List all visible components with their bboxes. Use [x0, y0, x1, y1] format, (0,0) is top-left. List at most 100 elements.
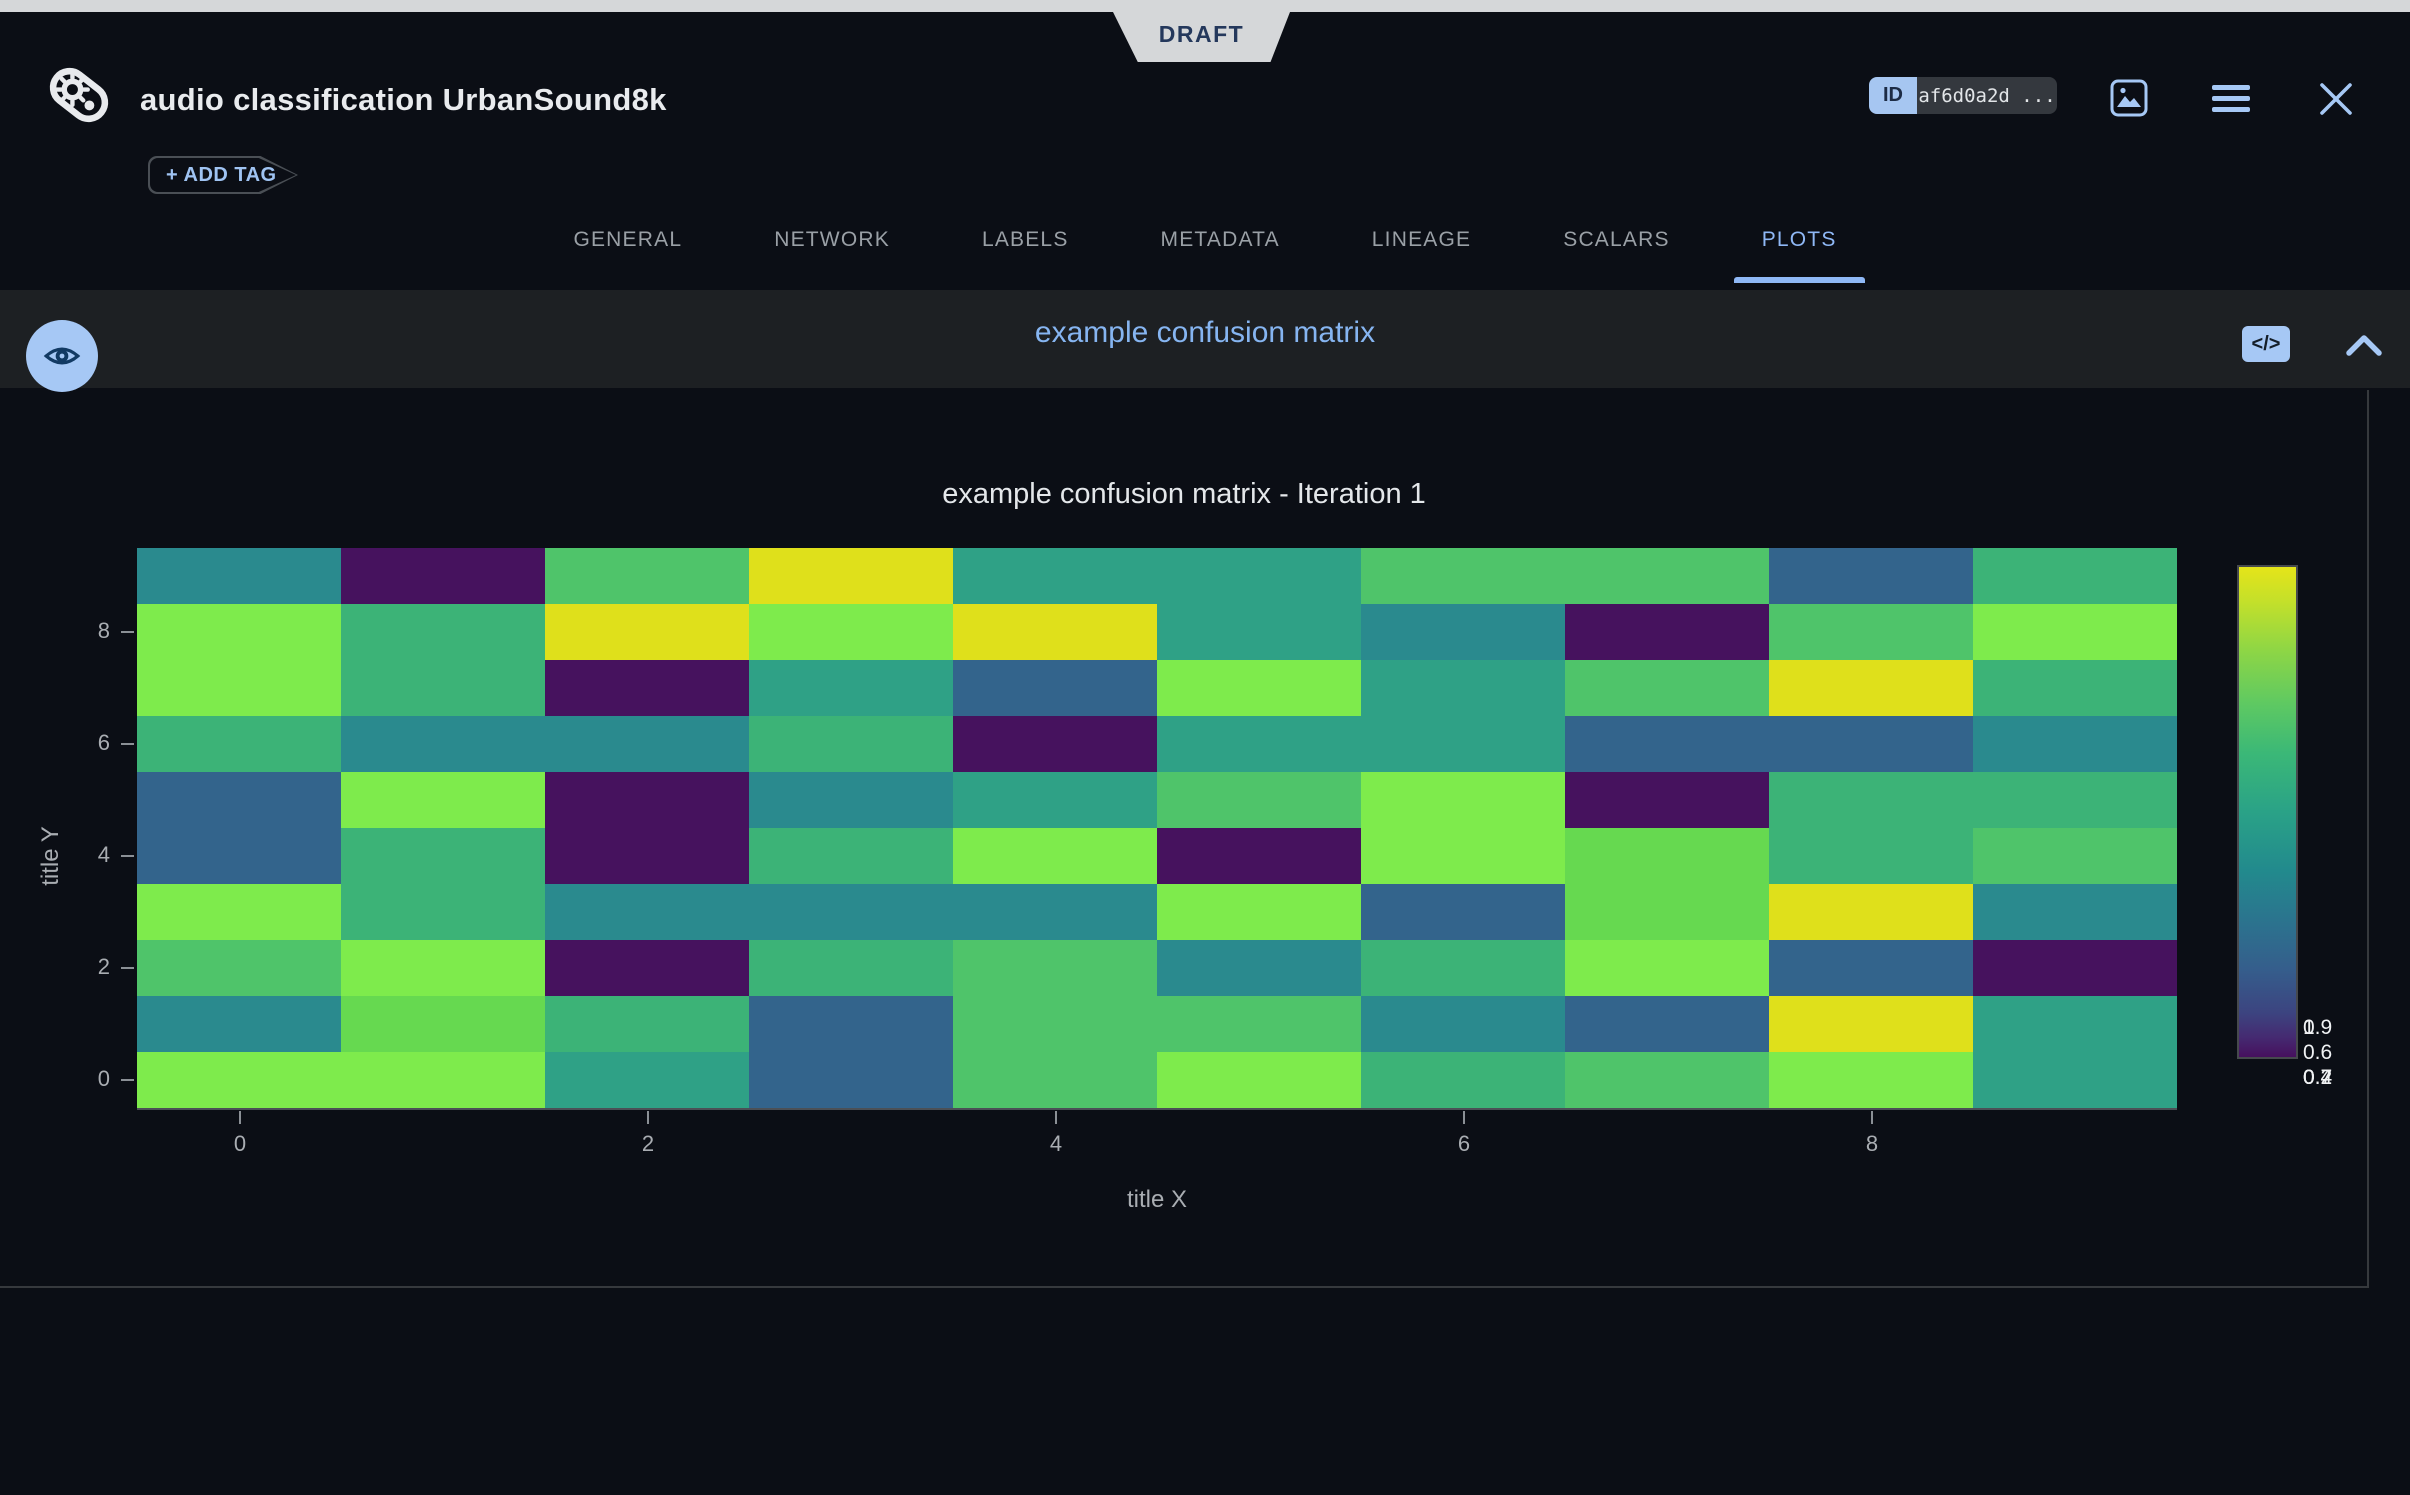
heatmap-cell[interactable] — [545, 716, 749, 772]
heatmap-cell[interactable] — [545, 548, 749, 604]
heatmap-cell[interactable] — [749, 996, 953, 1052]
heatmap-cell[interactable] — [1157, 716, 1361, 772]
heatmap-cell[interactable] — [1973, 772, 2177, 828]
heatmap-cell[interactable] — [1769, 716, 1973, 772]
heatmap-cell[interactable] — [1565, 660, 1769, 716]
heatmap-cell[interactable] — [341, 1052, 545, 1108]
heatmap-cell[interactable] — [1361, 548, 1565, 604]
heatmap-cell[interactable] — [1769, 996, 1973, 1052]
heatmap-cell[interactable] — [545, 772, 749, 828]
heatmap-cell[interactable] — [1973, 828, 2177, 884]
heatmap-cell[interactable] — [341, 660, 545, 716]
heatmap-cell[interactable] — [545, 660, 749, 716]
heatmap-cell[interactable] — [341, 884, 545, 940]
heatmap-cell[interactable] — [749, 884, 953, 940]
heatmap-cell[interactable] — [1973, 940, 2177, 996]
heatmap-cell[interactable] — [545, 996, 749, 1052]
heatmap-cell[interactable] — [1361, 1052, 1565, 1108]
tab-scalars[interactable]: SCALARS — [1563, 228, 1670, 251]
heatmap-cell[interactable] — [1973, 716, 2177, 772]
heatmap-cell[interactable] — [341, 716, 545, 772]
heatmap-cell[interactable] — [1973, 884, 2177, 940]
tab-metadata[interactable]: METADATA — [1160, 228, 1280, 251]
heatmap-cell[interactable] — [749, 660, 953, 716]
heatmap-cell[interactable] — [1361, 828, 1565, 884]
heatmap-cell[interactable] — [1565, 548, 1769, 604]
image-preview-icon[interactable] — [2110, 79, 2148, 117]
heatmap-cell[interactable] — [1565, 716, 1769, 772]
heatmap-cell[interactable] — [1361, 772, 1565, 828]
heatmap-cell[interactable] — [545, 604, 749, 660]
heatmap-cell[interactable] — [1361, 716, 1565, 772]
heatmap-cell[interactable] — [1769, 940, 1973, 996]
heatmap-cell[interactable] — [137, 548, 341, 604]
heatmap-cell[interactable] — [749, 716, 953, 772]
heatmap[interactable] — [137, 548, 2177, 1108]
heatmap-cell[interactable] — [1157, 884, 1361, 940]
heatmap-cell[interactable] — [1361, 884, 1565, 940]
heatmap-cell[interactable] — [1157, 772, 1361, 828]
heatmap-cell[interactable] — [1565, 940, 1769, 996]
heatmap-cell[interactable] — [1157, 828, 1361, 884]
heatmap-cell[interactable] — [749, 940, 953, 996]
tab-general[interactable]: GENERAL — [573, 228, 683, 251]
heatmap-cell[interactable] — [137, 604, 341, 660]
heatmap-cell[interactable] — [1769, 884, 1973, 940]
heatmap-cell[interactable] — [953, 1052, 1157, 1108]
add-tag-button[interactable]: + ADD TAG — [148, 156, 298, 194]
heatmap-cell[interactable] — [1973, 604, 2177, 660]
view-source-button[interactable]: </> — [2242, 326, 2290, 362]
tab-lineage[interactable]: LINEAGE — [1371, 228, 1472, 251]
tab-network[interactable]: NETWORK — [774, 228, 890, 251]
heatmap-cell[interactable] — [545, 1052, 749, 1108]
heatmap-cell[interactable] — [953, 996, 1157, 1052]
heatmap-cell[interactable] — [137, 884, 341, 940]
heatmap-cell[interactable] — [953, 604, 1157, 660]
heatmap-cell[interactable] — [953, 716, 1157, 772]
heatmap-cell[interactable] — [137, 1052, 341, 1108]
heatmap-cell[interactable] — [1565, 884, 1769, 940]
heatmap-cell[interactable] — [341, 828, 545, 884]
heatmap-cell[interactable] — [1157, 940, 1361, 996]
close-icon[interactable] — [2318, 81, 2354, 117]
heatmap-cell[interactable] — [1157, 1052, 1361, 1108]
heatmap-cell[interactable] — [1565, 828, 1769, 884]
heatmap-cell[interactable] — [1769, 604, 1973, 660]
heatmap-cell[interactable] — [1973, 1052, 2177, 1108]
heatmap-cell[interactable] — [1769, 828, 1973, 884]
heatmap-cell[interactable] — [1973, 996, 2177, 1052]
heatmap-cell[interactable] — [1769, 1052, 1973, 1108]
heatmap-cell[interactable] — [1565, 772, 1769, 828]
heatmap-cell[interactable] — [1769, 548, 1973, 604]
heatmap-cell[interactable] — [953, 548, 1157, 604]
heatmap-cell[interactable] — [341, 772, 545, 828]
heatmap-cell[interactable] — [137, 828, 341, 884]
tab-plots[interactable]: PLOTS — [1716, 200, 1883, 283]
heatmap-cell[interactable] — [137, 772, 341, 828]
heatmap-cell[interactable] — [1973, 660, 2177, 716]
heatmap-cell[interactable] — [749, 828, 953, 884]
heatmap-cell[interactable] — [1157, 996, 1361, 1052]
heatmap-cell[interactable] — [953, 772, 1157, 828]
heatmap-cell[interactable] — [1157, 548, 1361, 604]
heatmap-cell[interactable] — [1565, 1052, 1769, 1108]
heatmap-cell[interactable] — [137, 996, 341, 1052]
heatmap-cell[interactable] — [341, 548, 545, 604]
heatmap-cell[interactable] — [953, 828, 1157, 884]
heatmap-cell[interactable] — [953, 940, 1157, 996]
heatmap-cell[interactable] — [1361, 604, 1565, 660]
heatmap-cell[interactable] — [1157, 604, 1361, 660]
menu-icon[interactable] — [2212, 85, 2250, 113]
heatmap-cell[interactable] — [1565, 604, 1769, 660]
heatmap-cell[interactable] — [545, 828, 749, 884]
heatmap-cell[interactable] — [341, 940, 545, 996]
heatmap-cell[interactable] — [749, 604, 953, 660]
heatmap-cell[interactable] — [341, 604, 545, 660]
heatmap-cell[interactable] — [1769, 772, 1973, 828]
heatmap-cell[interactable] — [545, 940, 749, 996]
experiment-id-value[interactable]: af6d0a2d ... — [1917, 77, 2057, 114]
tab-labels[interactable]: LABELS — [981, 228, 1069, 251]
heatmap-cell[interactable] — [1361, 660, 1565, 716]
heatmap-cell[interactable] — [1361, 940, 1565, 996]
heatmap-cell[interactable] — [749, 772, 953, 828]
